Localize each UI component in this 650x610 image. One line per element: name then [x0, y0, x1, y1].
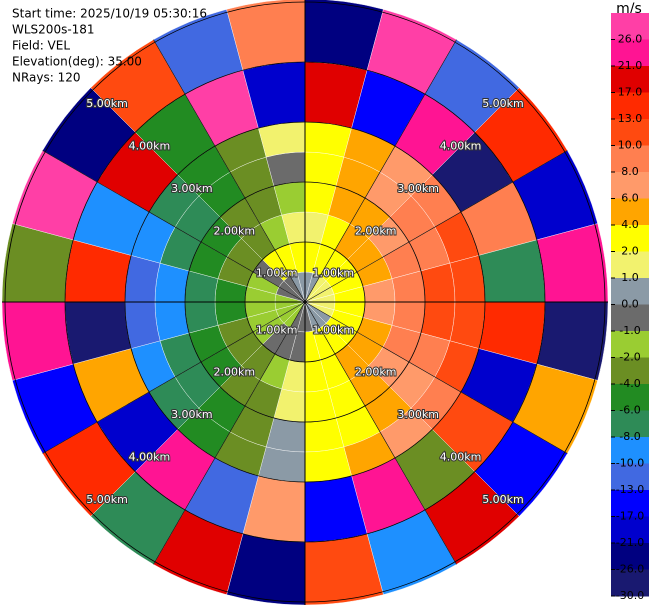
colorbar-tick-label: -21.0: [616, 536, 644, 549]
colorbar-box: [611, 198, 649, 226]
colorbar-tick-label: -10.0: [616, 457, 644, 470]
colorbar-box: [611, 463, 649, 491]
colorbar-tick-label: 13.0: [618, 112, 643, 125]
range-gate: [124, 255, 161, 303]
colorbar-box: [611, 225, 649, 252]
range-ring-label: 2.00km: [355, 366, 397, 379]
range-ring-label: 1.00km: [312, 323, 354, 336]
range-ring-label: 3.00km: [171, 182, 213, 195]
range-ring-label: 1.00km: [256, 323, 298, 336]
colorbar-box: [611, 331, 649, 358]
colorbar-tick-label: 26.0: [618, 33, 643, 46]
range-gate: [449, 255, 486, 303]
range-ring-label: 5.00km: [482, 493, 524, 506]
range-ring-label: 5.00km: [86, 493, 128, 506]
info-line: Start time: 2025/10/19 05:30:16: [12, 7, 207, 21]
colorbar-box: [611, 278, 649, 305]
range-ring: [4, 1, 606, 603]
range-ring: [64, 61, 546, 543]
range-gate: [449, 301, 486, 349]
colorbar-tick-label: 2.0: [621, 245, 639, 258]
range-gate: [258, 446, 306, 483]
colorbar-box: [611, 357, 649, 385]
colorbar-box: [611, 251, 649, 279]
info-line: NRays: 120: [12, 71, 81, 85]
info-line: WLS200s-181: [12, 23, 95, 37]
range-ring-label: 5.00km: [482, 97, 524, 110]
range-ring: [244, 241, 366, 363]
range-ring-label: 3.00km: [397, 408, 439, 421]
colorbar-box: [611, 437, 649, 464]
colorbar-tick-label: -13.0: [616, 483, 644, 496]
range-ring-label: 4.00km: [129, 451, 171, 464]
colorbar-box: [611, 543, 649, 570]
info-line: Field: VEL: [12, 39, 70, 53]
colorbar-box: [611, 410, 649, 438]
colorbar-box: [611, 516, 649, 544]
info-line: Elevation(deg): 35.00: [12, 55, 142, 69]
range-ring-label: 2.00km: [214, 366, 256, 379]
colorbar-box: [611, 66, 649, 93]
colorbar-box: [611, 172, 649, 199]
colorbar-box: [611, 490, 649, 517]
colorbar-tick-label: 6.0: [621, 192, 639, 205]
colorbar-box: [611, 39, 649, 67]
colorbar-box: [611, 569, 649, 597]
range-gate: [258, 121, 306, 158]
colorbar-tick-label: -17.0: [616, 510, 644, 523]
colorbar-tick-label: -2.0: [619, 351, 640, 364]
colorbar-box: [611, 13, 649, 40]
colorbar-tick-label: -6.0: [619, 404, 640, 417]
colorbar-tick-label: -30.0: [616, 589, 644, 602]
range-ring: [184, 181, 426, 423]
colorbar-tick-label: -8.0: [619, 430, 640, 443]
range-gate: [304, 446, 352, 483]
range-ring-label: 1.00km: [312, 267, 354, 280]
range-ring-label: 4.00km: [440, 139, 482, 152]
colorbar-box: [611, 119, 649, 146]
colorbar-tick-label: 10.0: [618, 139, 643, 152]
range-ring-label: 2.00km: [355, 224, 397, 237]
colorbar-box: [611, 92, 649, 120]
range-ring-label: 4.00km: [129, 139, 171, 152]
colorbar-box: [611, 145, 649, 173]
colorbar-tick-label: 17.0: [618, 86, 643, 99]
range-ring-label: 3.00km: [171, 408, 213, 421]
range-ring-label: 5.00km: [86, 97, 128, 110]
range-ring: [124, 121, 486, 483]
colorbar-tick-label: 8.0: [621, 165, 639, 178]
colorbar-tick-label: 21.0: [618, 59, 643, 72]
spoke: [153, 39, 457, 565]
range-ring-label: 3.00km: [397, 182, 439, 195]
colorbar-tick-label: 1.0: [621, 271, 639, 284]
colorbar-tick-label: 4.0: [621, 218, 639, 231]
range-gate: [124, 301, 161, 349]
range-gate: [304, 121, 352, 158]
colorbar-tick-label: -26.0: [616, 563, 644, 576]
colorbar-box: [611, 384, 649, 411]
colorbar-tick-label: -1.0: [619, 324, 640, 337]
range-ring-label: 2.00km: [214, 224, 256, 237]
colorbar-box: [611, 304, 649, 332]
range-ring-label: 4.00km: [440, 451, 482, 464]
colorbar-tick-label: -4.0: [619, 377, 640, 390]
colorbar-tick-label: 0.0: [621, 298, 639, 311]
range-ring-label: 1.00km: [256, 267, 298, 280]
